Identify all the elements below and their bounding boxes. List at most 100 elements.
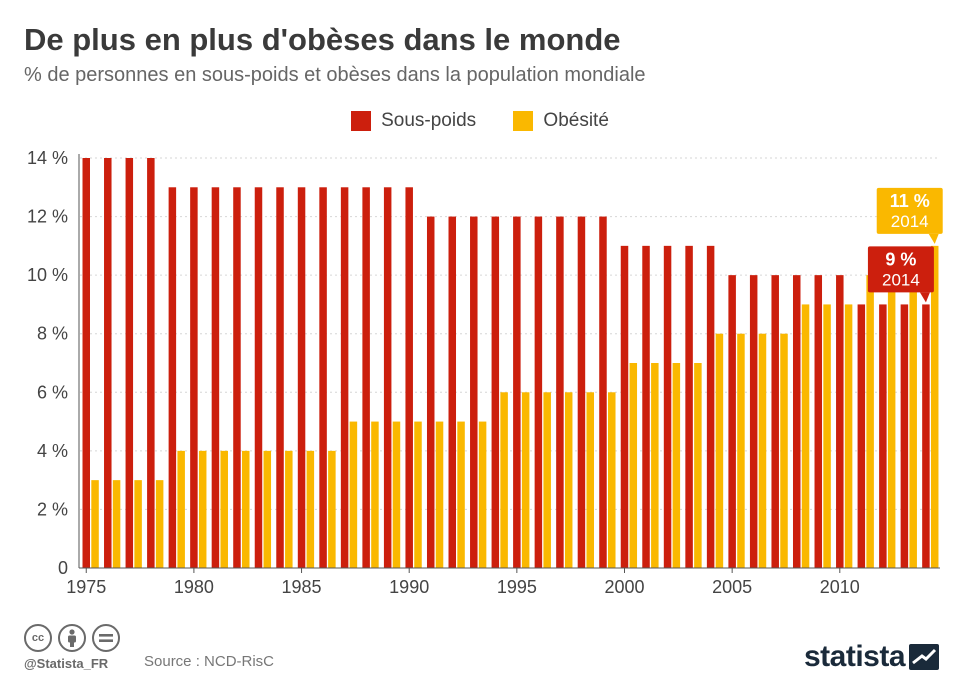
bar-sous-poids [814,275,823,568]
bar-obesite [909,275,917,568]
callout-year: 2014 [882,270,920,289]
twitter-handle[interactable]: @Statista_FR [24,656,109,671]
bar-sous-poids [792,275,801,568]
nd-icon [92,624,120,652]
bar-obesite [801,304,810,568]
bar-obesite [478,421,487,568]
bar-obesite [844,304,853,568]
y-tick-label: 4 % [37,441,68,461]
bar-sous-poids [857,304,866,568]
bar-chart: 0 2 % 4 % 6 % 8 % 10 % 12 % 14 % 1975 1980 1985 199… [27,148,943,597]
bar-obesite [285,450,293,568]
bar-sous-poids [491,216,500,569]
legend-item-sous-poids: Sous-poids [351,110,476,132]
bar-sous-poids [900,304,909,568]
x-tick-label: 1990 [389,577,429,597]
bar-sous-poids [104,158,112,568]
bar-obesite [629,363,638,568]
bar-sous-poids [82,158,90,568]
bar-obesite [586,392,594,568]
x-tick-label: 2000 [604,577,644,597]
bar-sous-poids [405,187,413,568]
bar-sous-poids [319,187,327,568]
x-tick-label: 1985 [282,577,322,597]
legend-item-obesite: Obésité [513,110,609,132]
bar-obesite [543,392,551,568]
callout-value: 11 % [890,191,930,211]
bar-obesite [242,450,250,568]
source-note: Source : NCD-RisC [144,653,275,670]
by-icon [58,624,86,652]
callout-sous-poids: 9 %2014 [867,246,934,303]
bar-obesite [306,450,315,568]
brand-wordmark: statista [804,640,906,673]
chart-subtitle: % de personnes en sous-poids et obèses d… [24,64,646,86]
y-tick-label: 10 % [27,265,68,285]
bar-sous-poids [340,187,349,568]
license-icons: cc [24,624,120,652]
bar-sous-poids [470,216,478,569]
y-tick-label: 0 [58,558,68,578]
bar-obesite [392,421,401,568]
y-tick-label: 2 % [37,499,68,519]
legend: Sous-poids Obésité [0,110,960,137]
bar-obesite [435,421,444,568]
callout-obesite: 11 %2014 [876,187,943,244]
bar-obesite [758,333,767,568]
bar-obesite [887,275,896,568]
y-tick-label: 14 % [27,148,68,168]
cc-icon: cc [24,624,52,652]
bar-obesite [371,421,379,568]
bar-sous-poids [276,187,284,568]
bar-obesite [521,392,530,568]
callout-box [876,187,943,234]
bar-sous-poids [706,245,715,568]
bar-obesite [651,363,659,568]
bar-sous-poids [620,245,629,568]
bar-sous-poids [125,158,134,568]
statista-logo[interactable]: statista [804,640,940,674]
y-tick-label: 6 % [37,382,68,402]
bar-sous-poids [556,216,564,569]
bar-obesite [500,392,508,568]
bar-sous-poids [190,187,198,568]
bar-obesite [930,245,939,568]
bar-sous-poids [771,275,779,568]
callout-pointer [919,292,930,303]
bar-sous-poids [168,187,177,568]
axes: 0 2 % 4 % 6 % 8 % 10 % 12 % 14 % 1975 1980 1985 199… [27,148,940,597]
bar-obesite [715,333,724,568]
legend-swatch-obesite [513,111,534,131]
x-tick-label: 2010 [820,577,860,597]
bar-obesite [823,304,831,568]
bar-obesite [220,450,228,568]
x-tick-label: 1980 [174,577,214,597]
bar-sous-poids [577,216,586,569]
bar-sous-poids [448,216,457,569]
bar-obesite [134,480,142,568]
bar-obesite [866,275,874,568]
bar-sous-poids [879,304,887,568]
bar-obesite [328,450,336,568]
bar-obesite [737,333,745,568]
bar-sous-poids [749,275,758,568]
bar-obesite [414,421,422,568]
bar-obesite [155,480,164,568]
legend-label-obesite: Obésité [543,110,609,131]
bar-sous-poids [297,187,306,568]
bar-obesite [198,450,207,568]
bar-sous-poids [642,245,650,568]
bar-sous-poids [513,216,521,569]
y-tick-label: 12 % [27,207,68,227]
statista-mark-icon [909,644,940,670]
bar-sous-poids [147,158,155,568]
callout-value: 9 % [885,249,916,269]
bar-sous-poids [211,187,220,568]
bar-sous-poids [728,275,736,568]
y-tick-label: 8 % [37,324,68,344]
bar-sous-poids [254,187,263,568]
bar-sous-poids [426,216,435,569]
bar-obesite [672,363,681,568]
bar-sous-poids [599,216,607,569]
